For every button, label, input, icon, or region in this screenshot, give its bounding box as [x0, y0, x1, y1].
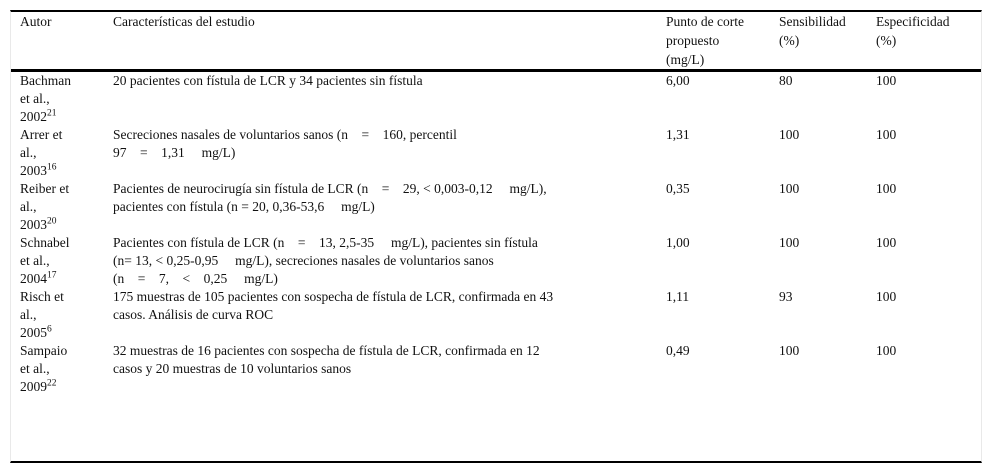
table-row: Sampaio et al., 200922 32 muestras de 16 pa… [11, 342, 981, 396]
author-cell: Sampaio et al., 200922 [11, 342, 113, 396]
author-year: 200922 [20, 378, 57, 394]
cutoff-cell: 0,35 [666, 181, 690, 196]
author-cell: Reiber et al., 200320 [11, 180, 113, 234]
reference-superscript: 20 [47, 216, 57, 227]
author-line: al., [20, 199, 37, 214]
reference-superscript: 6 [47, 324, 52, 335]
characteristics-text: Pacientes con fístula de LCR (n = 13, 2,… [113, 235, 538, 286]
author-year: 200221 [20, 108, 57, 124]
author-cell: Risch et al., 20056 [11, 288, 113, 342]
reference-superscript: 17 [47, 270, 57, 281]
reference-superscript: 16 [47, 162, 57, 173]
cutoff-cell: 1,31 [666, 127, 690, 142]
table-row: Risch et al., 20056 175 muestras de 105 pac… [11, 288, 981, 342]
sensitivity-cell: 93 [779, 289, 793, 304]
characteristics-cell: 175 muestras de 105 pacientes con sospec… [113, 288, 666, 342]
reference-superscript: 21 [47, 108, 57, 119]
author-line: et al., [20, 91, 50, 106]
column-header-autor: Autor [11, 12, 113, 72]
sensitivity-cell: 100 [779, 235, 800, 250]
author-cell: Arrer et al., 200316 [11, 126, 113, 180]
characteristics-text: Secreciones nasales de voluntarios sanos… [113, 127, 457, 160]
column-header-caracteristicas: Características del estudio [113, 12, 666, 72]
specificity-cell: 100 [876, 127, 897, 142]
author-cell: Schnabel et al., 200417 [11, 234, 113, 288]
author-line: Arrer et [20, 127, 63, 142]
characteristics-text: Pacientes de neurocirugía sin fístula de… [113, 181, 547, 214]
specificity-cell: 100 [876, 289, 897, 304]
table-row: Arrer et al., 200316 Secreciones nasales de… [11, 126, 981, 180]
author-line: al., [20, 307, 37, 322]
author-year: 200417 [20, 270, 57, 286]
specificity-cell: 100 [876, 73, 897, 88]
specificity-cell: 100 [876, 181, 897, 196]
author-line: et al., [20, 361, 50, 376]
characteristics-cell: 20 pacientes con fístula de LCR y 34 pac… [113, 71, 666, 127]
column-header-especificidad: Especificidad (%) [876, 12, 981, 72]
author-line: et al., [20, 253, 50, 268]
sensitivity-cell: 80 [779, 73, 793, 88]
characteristics-text: 175 muestras de 105 pacientes con sospec… [113, 289, 554, 322]
table-row: Schnabel et al., 200417 Pacientes con fístu… [11, 234, 981, 288]
characteristics-text: 32 muestras de 16 pacientes con sospecha… [113, 343, 540, 376]
column-header-sensibilidad: Sensibilidad (%) [779, 12, 876, 72]
author-line: Bachman [20, 73, 71, 88]
table-row: Reiber et al., 200320 Pacientes de neurocir… [11, 180, 981, 234]
author-line: al., [20, 145, 37, 160]
characteristics-cell: Pacientes con fístula de LCR (n = 13, 2,… [113, 234, 666, 288]
sensitivity-cell: 100 [779, 127, 800, 142]
characteristics-cell: Secreciones nasales de voluntarios sanos… [113, 126, 666, 180]
characteristics-cell: 32 muestras de 16 pacientes con sospecha… [113, 342, 666, 396]
cutoff-cell: 1,11 [666, 289, 690, 304]
studies-table: Autor Características del estudio Punto … [11, 12, 981, 396]
header-row: Autor Características del estudio Punto … [11, 12, 981, 72]
characteristics-cell: Pacientes de neurocirugía sin fístula de… [113, 180, 666, 234]
reference-superscript: 22 [47, 378, 57, 389]
author-line: Sampaio [20, 343, 68, 358]
table-row: Bachman et al., 200221 20 pacientes con fís… [11, 71, 981, 127]
reference-table-container: Autor Características del estudio Punto … [10, 10, 982, 463]
specificity-cell: 100 [876, 343, 897, 358]
author-cell: Bachman et al., 200221 [11, 71, 113, 127]
author-year: 200320 [20, 216, 57, 232]
author-year: 200316 [20, 162, 57, 178]
table-body: Bachman et al., 200221 20 pacientes con fís… [11, 71, 981, 397]
author-line: Reiber et [20, 181, 70, 196]
author-line: Risch et [20, 289, 64, 304]
column-header-punto-de-corte: Punto de corte propuesto (mg/L) [666, 12, 779, 72]
cutoff-cell: 6,00 [666, 73, 690, 88]
characteristics-text: 20 pacientes con fístula de LCR y 34 pac… [113, 73, 423, 88]
author-line: Schnabel [20, 235, 70, 250]
sensitivity-cell: 100 [779, 181, 800, 196]
specificity-cell: 100 [876, 235, 897, 250]
cutoff-cell: 0,49 [666, 343, 690, 358]
author-year: 20056 [20, 324, 52, 340]
cutoff-cell: 1,00 [666, 235, 690, 250]
sensitivity-cell: 100 [779, 343, 800, 358]
